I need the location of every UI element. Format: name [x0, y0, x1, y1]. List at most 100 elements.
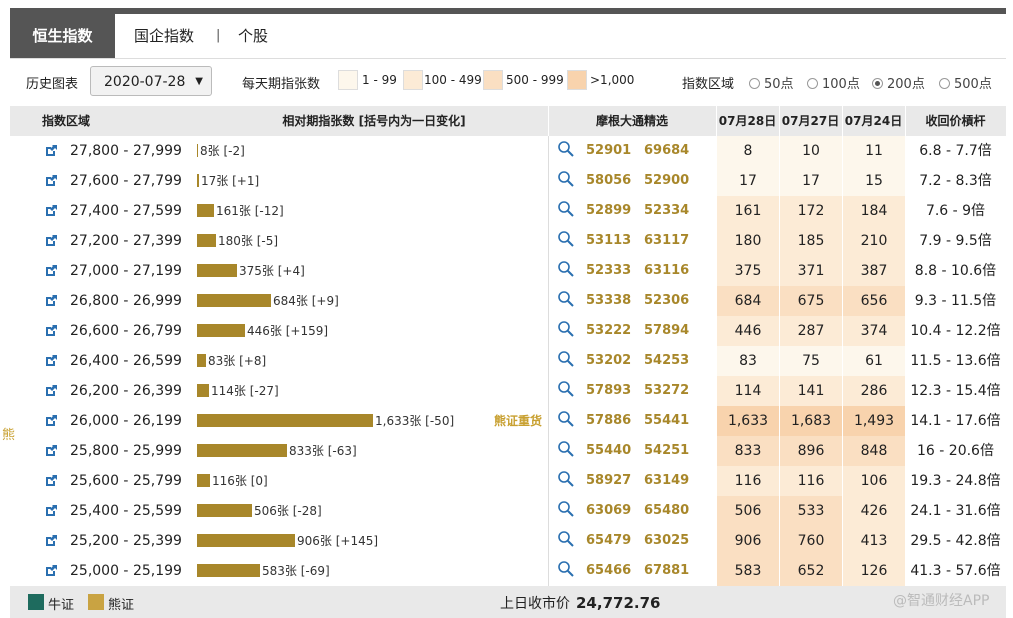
daily-count-cell: 533	[779, 496, 842, 526]
tab-hang-seng[interactable]: 恒生指数	[10, 14, 115, 58]
contract-bar	[197, 294, 271, 307]
table-row: 25,000 - 25,199 583张 [-69] 65466 67881 583 65…	[10, 556, 1006, 586]
warrant-code-link[interactable]: 53113	[586, 233, 632, 248]
zone-radio-label: 200点	[887, 77, 925, 92]
table-row: 27,000 - 27,199 375张 [+4] 52333 63116 375 371…	[10, 256, 1006, 286]
warrant-code-link[interactable]: 57894	[644, 323, 690, 338]
search-icon[interactable]	[557, 530, 575, 548]
external-link-icon[interactable]	[44, 384, 58, 398]
zone-radio[interactable]: 500点	[939, 73, 992, 92]
external-link-icon[interactable]	[44, 564, 58, 578]
warrant-code-link[interactable]: 52306	[644, 293, 690, 308]
external-link-icon[interactable]	[44, 474, 58, 488]
tab-stocks[interactable]: 个股	[238, 27, 269, 45]
table-row: 25,600 - 25,799 116张 [0] 58927 63149 116 116 1…	[10, 466, 1006, 496]
external-link-icon[interactable]	[44, 144, 58, 158]
search-icon[interactable]	[557, 140, 575, 158]
warrant-code-link[interactable]: 58927	[586, 473, 632, 488]
external-link-icon[interactable]	[44, 204, 58, 218]
contract-bar-label: 583张 [-69]	[262, 564, 330, 578]
warrant-code-link[interactable]: 53272	[644, 383, 690, 398]
leverage-cell: 16 - 20.6倍	[917, 443, 994, 459]
warrant-code-link[interactable]: 52334	[644, 203, 690, 218]
search-icon[interactable]	[557, 260, 575, 278]
zone-radio[interactable]: 100点	[807, 73, 860, 92]
radio-dot-icon	[807, 78, 818, 89]
daily-count-cell: 8	[716, 136, 779, 166]
contract-bar-label: 446张 [+159]	[247, 324, 329, 338]
external-link-icon[interactable]	[44, 324, 58, 338]
external-link-icon[interactable]	[44, 504, 58, 518]
search-icon[interactable]	[557, 560, 575, 578]
search-icon[interactable]	[557, 410, 575, 428]
warrant-code-link[interactable]: 63117	[644, 233, 690, 248]
external-link-icon[interactable]	[44, 264, 58, 278]
external-link-icon[interactable]	[44, 534, 58, 548]
data-table: 27,800 - 27,999 8张 [-2] 52901 69684 8 10 11 6.8…	[10, 136, 1006, 586]
external-link-icon[interactable]	[44, 174, 58, 188]
external-link-icon[interactable]	[44, 444, 58, 458]
warrant-code-link[interactable]: 69684	[644, 143, 690, 158]
warrant-code-link[interactable]: 57886	[586, 413, 632, 428]
daily-count-cell: 1,493	[842, 406, 905, 436]
daily-count-cell: 906	[716, 526, 779, 556]
table-row: 27,600 - 27,799 17张 [+1] 58056 52900 17 17 15 7…	[10, 166, 1006, 196]
warrant-code-link[interactable]: 63116	[644, 263, 690, 278]
warrant-code-link[interactable]: 52333	[586, 263, 632, 278]
warrant-code-link[interactable]: 63149	[644, 473, 690, 488]
external-link-icon[interactable]	[44, 414, 58, 428]
external-link-icon[interactable]	[44, 354, 58, 368]
warrant-code-link[interactable]: 53338	[586, 293, 632, 308]
warrant-code-link[interactable]: 58056	[586, 173, 632, 188]
external-link-icon[interactable]	[44, 294, 58, 308]
column-divider	[548, 316, 549, 346]
warrant-code-link[interactable]: 65479	[586, 533, 632, 548]
warrant-code-link[interactable]: 67881	[644, 563, 690, 578]
tab-hscei[interactable]: 国企指数	[134, 27, 195, 45]
warrant-code-link[interactable]: 53222	[586, 323, 632, 338]
range-cell: 26,400 - 26,599	[70, 353, 182, 369]
search-icon[interactable]	[557, 290, 575, 308]
legend-swatch	[403, 70, 423, 90]
warrant-code-link[interactable]: 52900	[644, 173, 690, 188]
warrant-code-link[interactable]: 52899	[586, 203, 632, 218]
zone-radio[interactable]: 200点	[872, 73, 925, 92]
contract-bar-label: 114张 [-27]	[211, 384, 279, 398]
external-link-icon[interactable]	[44, 234, 58, 248]
header-lever: 收回价槓杆	[925, 114, 986, 128]
daily-count-cell: 506	[716, 496, 779, 526]
warrant-code-link[interactable]: 55440	[586, 443, 632, 458]
warrant-code-link[interactable]: 63025	[644, 533, 690, 548]
warrant-code-link[interactable]: 54253	[644, 353, 690, 368]
search-icon[interactable]	[557, 470, 575, 488]
caret-down-icon: ▼	[195, 76, 203, 87]
column-divider	[548, 496, 549, 526]
daily-count-cell: 17	[779, 166, 842, 196]
header-date-2: 07月27日	[781, 114, 840, 128]
warrant-code-link[interactable]: 52901	[586, 143, 632, 158]
search-icon[interactable]	[557, 230, 575, 248]
warrant-code-link[interactable]: 63069	[586, 503, 632, 518]
zone-radio[interactable]: 50点	[749, 73, 794, 92]
header-divider	[716, 106, 717, 136]
warrant-code-link[interactable]: 55441	[644, 413, 690, 428]
warrant-code-link[interactable]: 54251	[644, 443, 690, 458]
column-divider	[548, 196, 549, 226]
search-icon[interactable]	[557, 350, 575, 368]
search-icon[interactable]	[557, 320, 575, 338]
table-row: 27,800 - 27,999 8张 [-2] 52901 69684 8 10 11 6.8…	[10, 136, 1006, 166]
warrant-code-link[interactable]: 65480	[644, 503, 690, 518]
warrant-code-link[interactable]: 53202	[586, 353, 632, 368]
date-select[interactable]: 2020-07-28 ▼	[90, 66, 212, 96]
search-icon[interactable]	[557, 440, 575, 458]
daily-count-cell: 287	[779, 316, 842, 346]
search-icon[interactable]	[557, 200, 575, 218]
search-icon[interactable]	[557, 500, 575, 518]
warrant-code-link[interactable]: 57893	[586, 383, 632, 398]
contract-bar	[197, 504, 252, 517]
contract-bar-label: 375张 [+4]	[239, 264, 305, 278]
search-icon[interactable]	[557, 170, 575, 188]
daily-count-cell: 446	[716, 316, 779, 346]
warrant-code-link[interactable]: 65466	[586, 563, 632, 578]
search-icon[interactable]	[557, 380, 575, 398]
